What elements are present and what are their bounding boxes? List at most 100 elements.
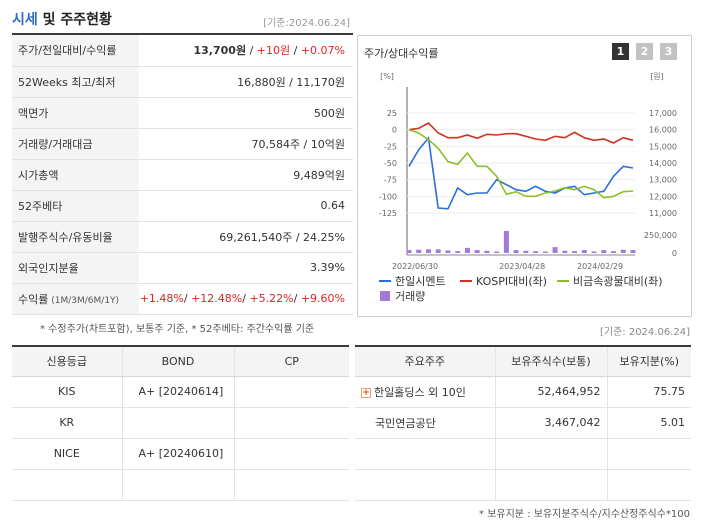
price-row-value: 13,700원 / +10원 / +0.07% xyxy=(139,35,353,67)
price-value-part: +0.07% xyxy=(300,44,345,58)
legend-label: 한일시멘트 xyxy=(395,274,446,288)
chart-panel xyxy=(357,35,692,317)
cp-rating-cell xyxy=(233,407,349,439)
cp-rating-cell xyxy=(233,469,349,501)
shareholder-row: + 한일홀딩스 외 10인 52,464,952 75.75 xyxy=(355,376,691,408)
credit-agency-cell xyxy=(12,469,122,501)
price-row-label-text: 수익률 xyxy=(18,292,49,306)
shareholder-name-cell[interactable]: + 한일홀딩스 외 10인 xyxy=(355,376,495,408)
credit-row: NICE A+ [20240610] xyxy=(12,438,349,470)
left-tick-label: 25 xyxy=(387,109,397,118)
price-value-part: 16,880원 / 11,170원 xyxy=(237,75,345,89)
section-title-highlight: 시세 xyxy=(12,12,38,28)
price-value-part: 9,489억원 xyxy=(293,168,345,182)
left-tick-label: -75 xyxy=(384,176,397,185)
section-title-rest: 및 주주현황 xyxy=(37,12,112,28)
shareholder-row: 국민연금공단 3,467,042 5.01 xyxy=(355,407,691,439)
price-row-label-text: 52Weeks 최고/최저 xyxy=(18,75,116,89)
bond-rating-cell xyxy=(121,407,234,439)
base-date: [기준:2024.06.24] xyxy=(263,18,350,29)
price-row-label-text: 액면가 xyxy=(18,106,49,120)
price-row-label: 수익률 (1M/3M/6M/1Y) xyxy=(12,283,139,315)
volume-bar xyxy=(620,249,626,253)
volume-bar xyxy=(542,251,548,253)
shareholder-name-cell xyxy=(355,469,495,501)
volume-bar xyxy=(503,231,509,253)
left-tick-label: 0 xyxy=(392,126,397,135)
chart-page-1-button[interactable]: 1 xyxy=(612,43,629,60)
stock-chart: [%] [원] 25 0 -25 -50 -75 -100 -125 17,000 16,000… xyxy=(379,72,677,303)
price-value-part: / xyxy=(293,292,301,305)
price-row-label-text: 외국인지분율 xyxy=(18,261,79,275)
left-tick-label: -50 xyxy=(384,159,397,168)
volume-tick-label: 0 xyxy=(672,249,677,258)
volume-bar xyxy=(513,250,519,253)
price-row-value: 0.64 xyxy=(139,190,353,222)
volume-tick-label: 250,000 xyxy=(644,231,677,240)
price-row-value: 70,584주 / 10억원 xyxy=(139,128,353,160)
stake-percent-cell xyxy=(606,469,691,501)
shareholder-row xyxy=(355,438,691,470)
stake-percent-cell: 5.01 xyxy=(606,407,691,439)
tick-layer: 25 0 -25 -50 -75 -100 -125 17,000 16,000 15,000 14… xyxy=(379,109,677,271)
header-divider xyxy=(12,33,353,35)
price-row: 주가/전일대비/수익률 13,700원 / +10원 / +0.07% xyxy=(12,35,353,67)
price-value-part: +12.48% xyxy=(191,292,243,305)
price-row-label: 외국인지분율 xyxy=(12,252,139,284)
left-tick-label: -125 xyxy=(379,209,397,218)
price-row-label-text: 시가총액 xyxy=(18,168,59,182)
left-tick-label: -100 xyxy=(379,192,397,201)
cp-rating-cell xyxy=(233,438,349,470)
volume-bar xyxy=(630,250,636,253)
right-tick-label: 12,000 xyxy=(649,192,677,201)
col-header-stake: 보유지분(%) xyxy=(606,345,691,377)
volume-bar xyxy=(474,250,480,253)
left-tick-label: -25 xyxy=(384,142,397,151)
volume-bar xyxy=(572,251,578,253)
credit-agency-cell: NICE xyxy=(12,438,122,470)
price-value-part: 3.39% xyxy=(310,261,345,274)
price-value-part: 70,584주 / 10억원 xyxy=(251,137,345,151)
right-tick-label: 13,000 xyxy=(649,176,677,185)
price-row-label: 액면가 xyxy=(12,97,139,129)
series-lines xyxy=(408,122,634,210)
major-shareholders-table: 주요주주 보유주식수(보통) 보유지분(%) + 한일홀딩스 외 10인 52,46… xyxy=(355,345,691,501)
right-tick-label: 14,000 xyxy=(649,159,677,168)
right-tick-label: 17,000 xyxy=(649,109,677,118)
col-header-rating: 신용등급 xyxy=(12,345,122,377)
expand-plus-icon[interactable]: + xyxy=(361,387,371,398)
volume-bar xyxy=(425,249,431,253)
price-row-label-text: 발행주식수/유동비율 xyxy=(18,230,113,244)
right-tick-label: 11,000 xyxy=(649,209,677,218)
right-tick-label: 16,000 xyxy=(649,126,677,135)
col-header-shares: 보유주식수(보통) xyxy=(494,345,607,377)
price-row-label-text: 주가/전일대비/수익률 xyxy=(18,44,117,58)
shareholder-base-date: [기준: 2024.06.24] xyxy=(599,327,690,338)
price-row-value: 500원 xyxy=(139,97,353,129)
volume-bar xyxy=(464,247,470,253)
right-axis-unit: [원] xyxy=(650,72,664,81)
shareholder-name: 국민연금공단 xyxy=(375,416,436,430)
price-value-part: +1.48% xyxy=(139,292,184,305)
col-header-bond: BOND xyxy=(121,345,234,377)
chart-page-3-button[interactable]: 3 xyxy=(660,43,677,60)
volume-bar xyxy=(455,251,461,253)
price-row: 52주베타 0.64 xyxy=(12,190,353,222)
price-value-part: / xyxy=(246,44,257,58)
price-row-label-text: 거래량/거래대금 xyxy=(18,137,93,151)
price-row-label: 시가총액 xyxy=(12,159,139,191)
volume-bar xyxy=(416,249,422,253)
volume-bar xyxy=(494,251,500,253)
stake-percent-cell: 75.75 xyxy=(606,376,691,408)
volume-bar xyxy=(406,250,412,253)
credit-agency-cell: KR xyxy=(12,407,122,439)
volume-bars xyxy=(406,231,636,253)
chart-title: 주가/상대수익률 xyxy=(364,47,439,60)
chart-page-2-button[interactable]: 2 xyxy=(636,43,653,60)
volume-bar xyxy=(484,250,490,253)
bond-rating-cell xyxy=(121,469,234,501)
volume-bar xyxy=(601,250,607,253)
price-value-part: 500원 xyxy=(313,106,345,120)
price-row: 52Weeks 최고/최저 16,880원 / 11,170원 xyxy=(12,66,353,98)
price-value-part: 0.64 xyxy=(320,199,346,212)
